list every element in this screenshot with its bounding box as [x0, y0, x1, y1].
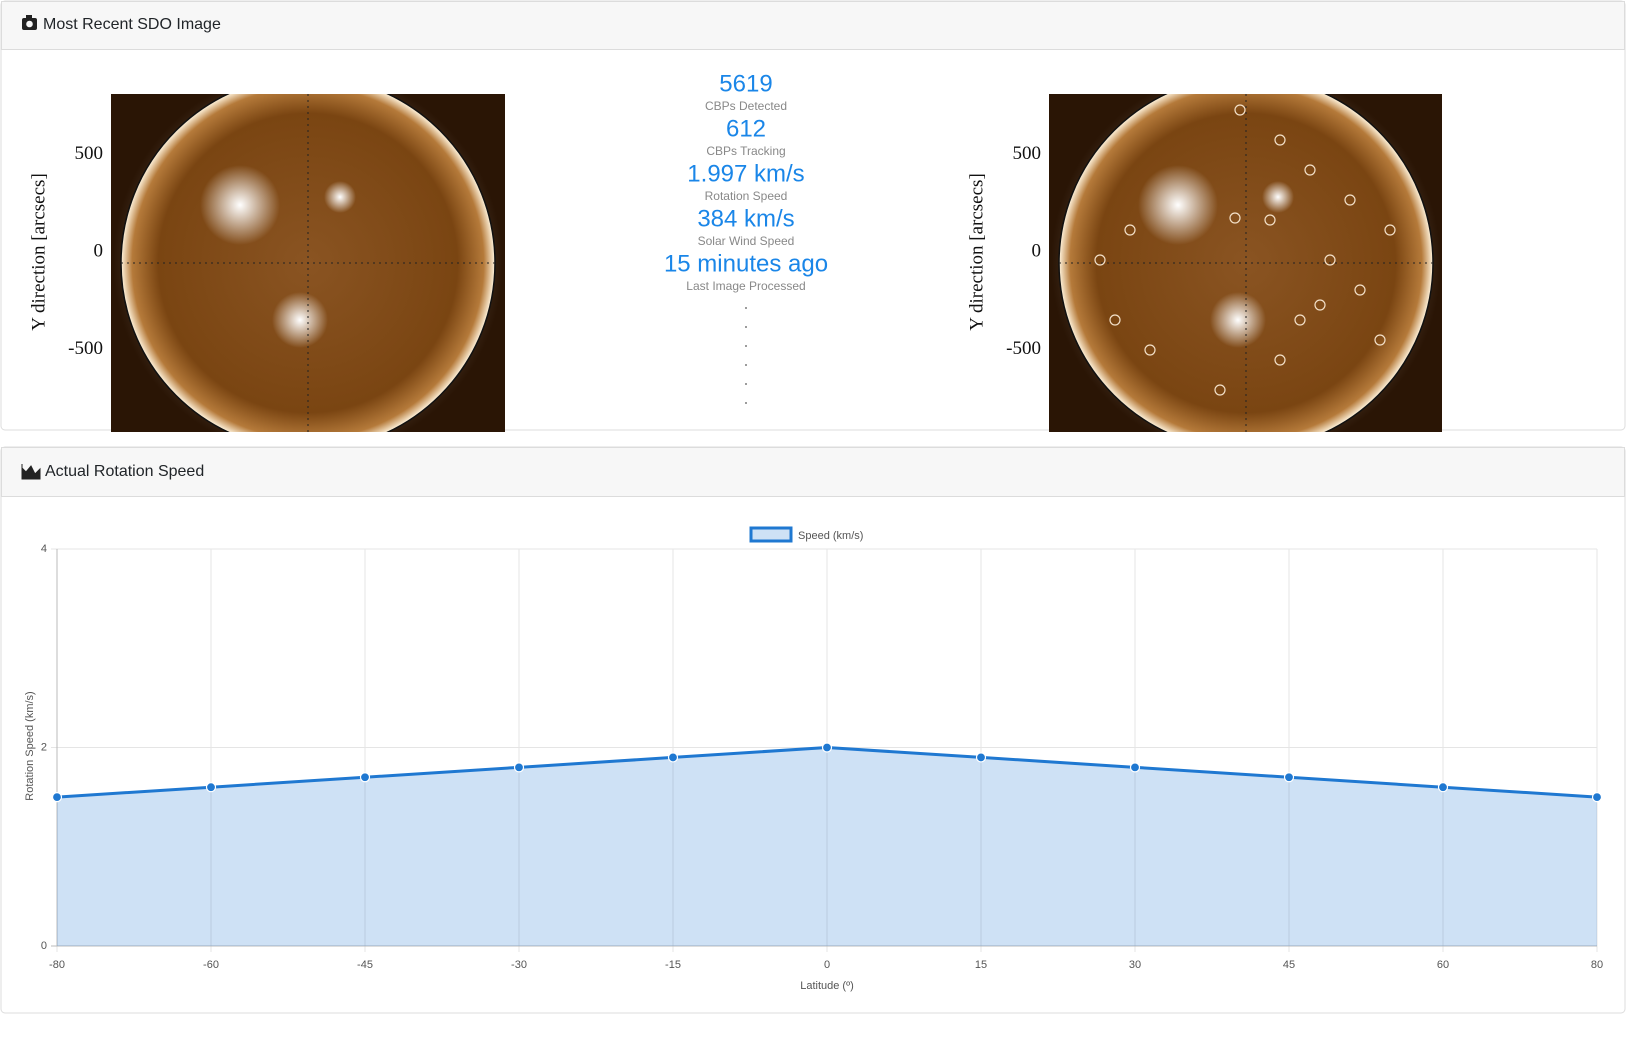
- point: [1437, 782, 1449, 793]
- stat-label: Solar Wind Speed: [698, 234, 795, 248]
- point: [1129, 762, 1141, 773]
- card-header: [1, 447, 1625, 497]
- y-tick-label: 500: [75, 143, 104, 164]
- point: [667, 752, 679, 763]
- chart-icon: [21, 464, 41, 480]
- y-tick-label: 2: [41, 741, 47, 753]
- card-header: [1, 1, 1625, 50]
- x-tick-label: 45: [1283, 959, 1295, 971]
- x-tick-label: 80: [1591, 959, 1603, 971]
- dot: [745, 364, 747, 366]
- x-axis-label: Latitude (º): [800, 980, 854, 992]
- y-tick-label: 500: [1013, 143, 1042, 164]
- stat-value: 15 minutes ago: [664, 250, 828, 277]
- dot: [745, 402, 747, 404]
- stat-value: 5619: [719, 70, 772, 97]
- point: [975, 752, 987, 763]
- legend-swatch: [749, 526, 793, 543]
- stat-label: CBPs Detected: [705, 99, 787, 113]
- y-axis-label: Y direction [arcsecs]: [966, 173, 987, 331]
- y-tick-label: 0: [1032, 240, 1042, 261]
- y-tick-label: 0: [94, 240, 104, 261]
- x-tick-label: -30: [511, 959, 527, 971]
- x-tick-label: 15: [975, 959, 987, 971]
- y-tick-label: 4: [41, 543, 47, 555]
- dot: [745, 383, 747, 385]
- point: [513, 762, 525, 773]
- x-tick-label: -15: [665, 959, 681, 971]
- y-tick-label: 0: [41, 940, 47, 952]
- sun-image: [111, 94, 505, 432]
- camera-icon: [22, 15, 37, 30]
- x-tick-label: -45: [357, 959, 373, 971]
- legend-label: Speed (km/s): [798, 530, 863, 542]
- stat-label: Rotation Speed: [705, 189, 788, 203]
- dot: [745, 326, 747, 328]
- point: [1283, 772, 1295, 783]
- point: [205, 782, 217, 793]
- y-tick-label: -500: [68, 338, 103, 359]
- stat-label: CBPs Tracking: [706, 144, 785, 158]
- x-tick-label: 0: [824, 959, 830, 971]
- x-tick-label: -80: [49, 959, 65, 971]
- point: [359, 772, 371, 783]
- card-title: Most Recent SDO Image: [43, 16, 221, 33]
- point: [1591, 792, 1603, 803]
- x-tick-label: 30: [1129, 959, 1141, 971]
- dot: [745, 307, 747, 309]
- x-tick-label: -60: [203, 959, 219, 971]
- y-axis-label: Rotation Speed (km/s): [24, 691, 36, 800]
- stat-label: Last Image Processed: [686, 279, 805, 293]
- x-tick-label: 60: [1437, 959, 1449, 971]
- stat-value: 1.997 km/s: [687, 160, 804, 187]
- sun-image-annotated: [1049, 94, 1442, 432]
- card-title: Actual Rotation Speed: [45, 463, 204, 480]
- dot: [745, 345, 747, 347]
- stat-value: 612: [726, 115, 766, 142]
- point: [51, 792, 63, 803]
- area: [57, 747, 1597, 946]
- stat-value: 384 km/s: [697, 205, 794, 232]
- y-tick-label: -500: [1006, 338, 1041, 359]
- y-axis-label: Y direction [arcsecs]: [28, 173, 49, 331]
- point: [821, 742, 833, 753]
